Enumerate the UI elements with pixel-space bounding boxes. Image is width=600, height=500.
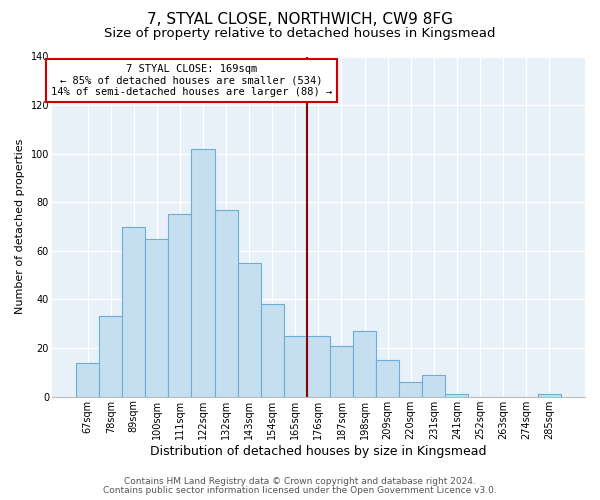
Bar xyxy=(307,336,330,396)
Bar xyxy=(238,263,261,396)
Bar xyxy=(191,149,215,396)
Text: 7, STYAL CLOSE, NORTHWICH, CW9 8FG: 7, STYAL CLOSE, NORTHWICH, CW9 8FG xyxy=(147,12,453,28)
Bar xyxy=(422,375,445,396)
Text: Contains HM Land Registry data © Crown copyright and database right 2024.: Contains HM Land Registry data © Crown c… xyxy=(124,477,476,486)
Bar xyxy=(261,304,284,396)
Text: Size of property relative to detached houses in Kingsmead: Size of property relative to detached ho… xyxy=(104,28,496,40)
Bar xyxy=(284,336,307,396)
Bar xyxy=(538,394,561,396)
Bar xyxy=(376,360,399,397)
Bar xyxy=(122,226,145,396)
Bar xyxy=(99,316,122,396)
Bar xyxy=(353,331,376,396)
Bar xyxy=(145,238,169,396)
Text: 7 STYAL CLOSE: 169sqm
← 85% of detached houses are smaller (534)
14% of semi-det: 7 STYAL CLOSE: 169sqm ← 85% of detached … xyxy=(51,64,332,97)
X-axis label: Distribution of detached houses by size in Kingsmead: Distribution of detached houses by size … xyxy=(150,444,487,458)
Bar xyxy=(445,394,469,396)
Bar xyxy=(399,382,422,396)
Text: Contains public sector information licensed under the Open Government Licence v3: Contains public sector information licen… xyxy=(103,486,497,495)
Bar xyxy=(330,346,353,397)
Bar xyxy=(169,214,191,396)
Y-axis label: Number of detached properties: Number of detached properties xyxy=(15,139,25,314)
Bar xyxy=(76,362,99,396)
Bar xyxy=(215,210,238,396)
